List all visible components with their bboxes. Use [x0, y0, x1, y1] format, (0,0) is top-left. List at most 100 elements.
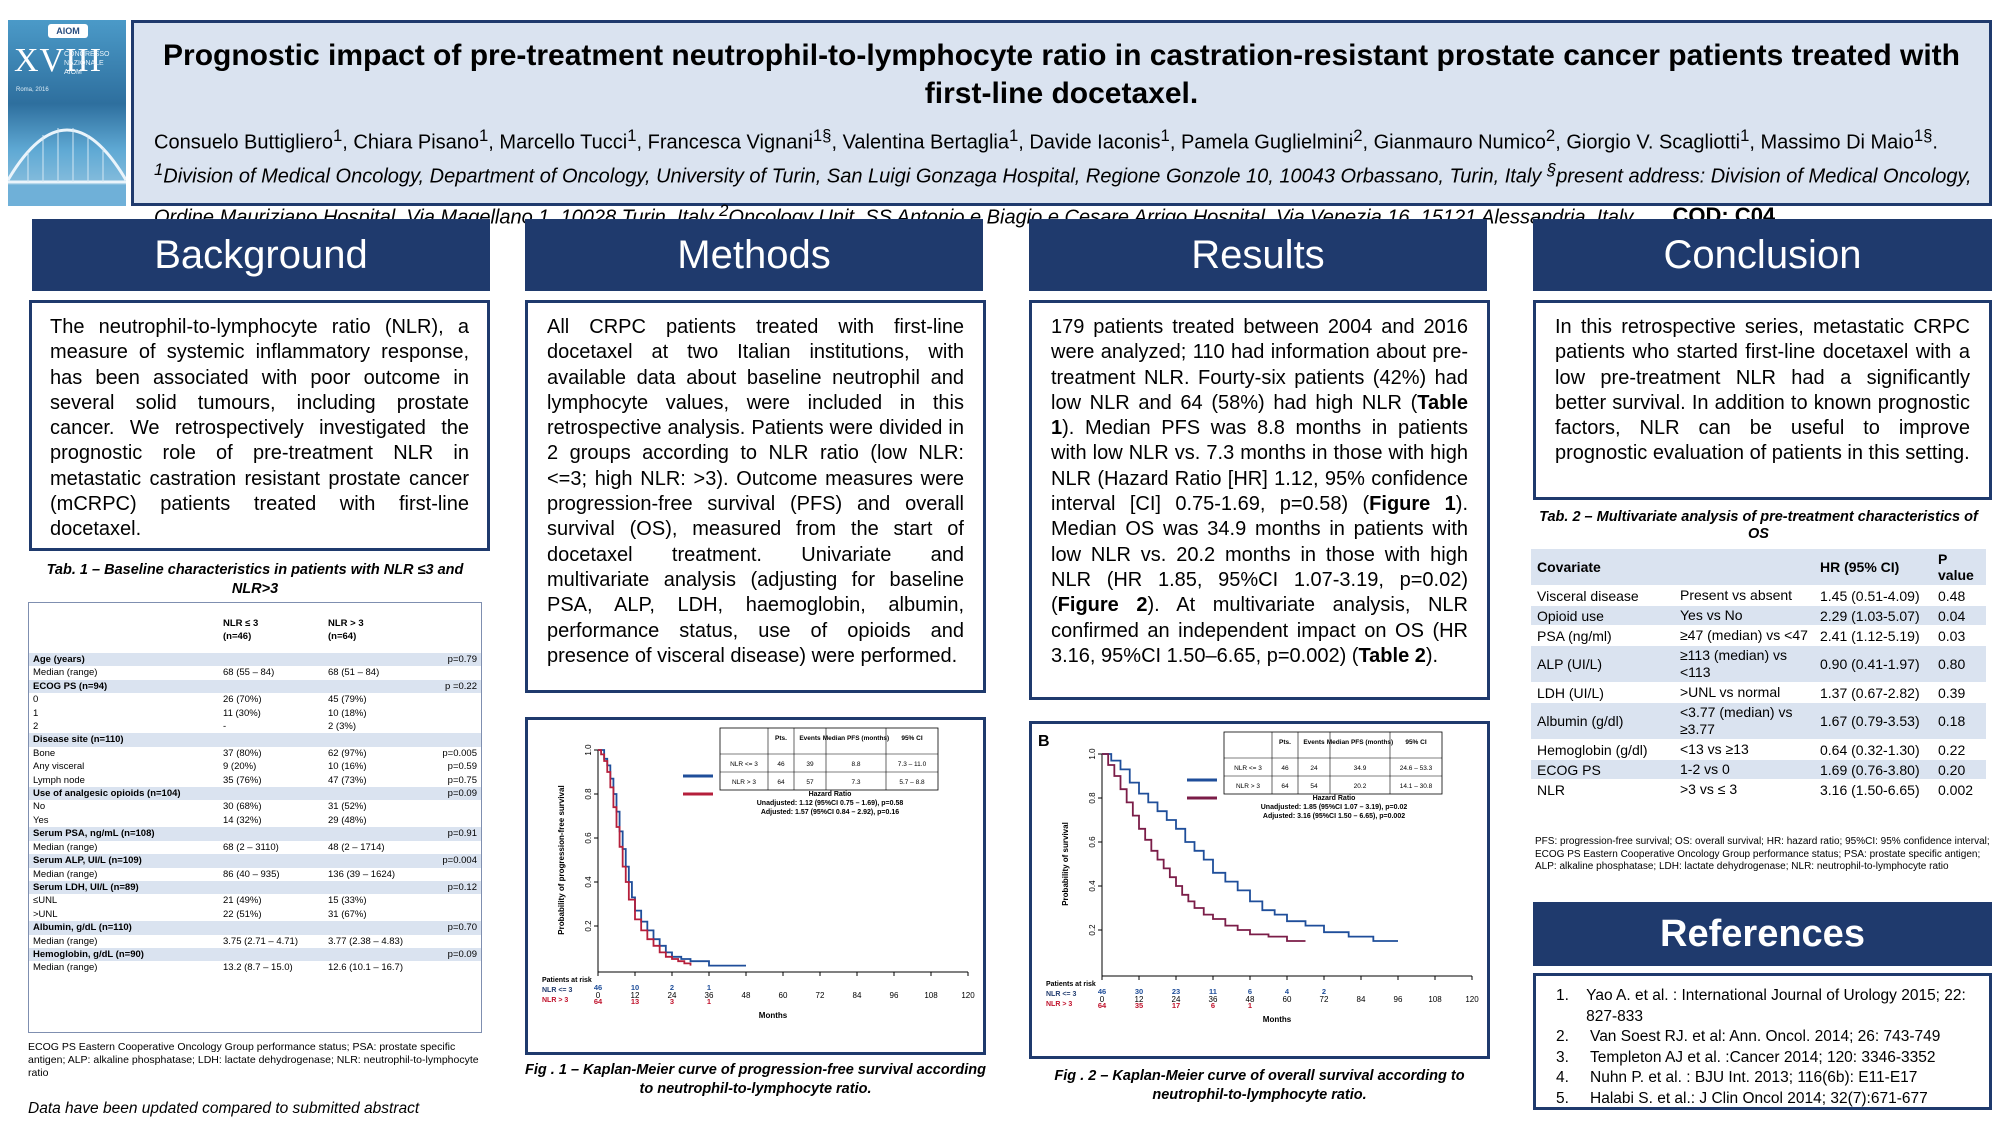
summary-table-header: Events	[799, 735, 821, 742]
table1-cell: ECOG PS (n=94)	[29, 679, 219, 694]
summary-table-cell: 46	[777, 761, 785, 768]
summary-table-frame	[719, 727, 939, 791]
table1-row: Bone 37 (80%) 62 (97%) p=0.005	[29, 747, 481, 760]
table1-cell: 15 (33%)	[328, 895, 367, 907]
results-text-part: ).	[1425, 644, 1439, 667]
summary-table-cell: NLR > 3	[732, 779, 756, 786]
reference-text: Nuhn P. et al. : BJU Int. 2013; 116(6b):…	[1590, 1069, 1918, 1086]
table2-cell: 2.41 (1.12-5.19)	[1814, 625, 1932, 646]
reference-item: 5. Halabi S. et al.: J Clin Oncol 2014; 3…	[1556, 1089, 1977, 1110]
table1-row: Any visceral 9 (20%) 10 (16%) p=0.59	[29, 760, 481, 773]
reference-list: 1. Yao A. et al. : International Journal …	[1556, 986, 1977, 1109]
km-curve-high-nlr	[598, 749, 692, 966]
table1-cell	[324, 947, 424, 962]
summary-table-header: Events	[1303, 739, 1325, 746]
table1-cell: 68 (55 – 84)	[223, 667, 275, 679]
table1-cell: 31 (67%)	[328, 908, 367, 920]
table1-cell: Any visceral	[33, 761, 85, 773]
table1-row: Median (range) 68 (55 – 84) 68 (51 – 84)	[29, 666, 481, 679]
author-affiliation-sup: 1	[1160, 126, 1170, 145]
at-risk-high-value: 64	[594, 997, 603, 1006]
reference-item: 4. Nuhn P. et al. : BJU Int. 2013; 116(6b…	[1556, 1068, 1977, 1089]
congress-cover-image: AIOM XVIII CONGRESSO NAZIONALE AIOM Roma…	[8, 20, 126, 206]
km-curve-low-nlr	[598, 749, 746, 967]
at-risk-high-value: 3	[670, 997, 674, 1006]
table1-row: Median (range) 86 (40 – 935) 136 (39 – 162…	[29, 868, 481, 881]
author-affiliation-sup: 2	[1353, 126, 1363, 145]
table1-reference: Table 1	[1051, 391, 1468, 440]
bridge-illustration	[8, 128, 126, 206]
summary-table-cell: 7.3	[851, 779, 860, 786]
table1-cell: 31 (52%)	[328, 801, 367, 813]
table1-cell: >UNL	[33, 908, 58, 920]
background-text: The neutrophil-to-lymphocyte ratio (NLR)…	[50, 316, 469, 541]
table2-cell: 0.80	[1932, 645, 1986, 683]
table1-cell	[424, 868, 481, 881]
table2-cell: Hemoglobin (g/dl)	[1531, 739, 1674, 760]
table1-cell: p=0.09	[424, 787, 481, 801]
author-name: Massimo Di Maio	[1760, 131, 1914, 154]
x-tick-label: 24	[1172, 995, 1181, 1004]
table1-group-row: Albumin, g/dL (n=110) p=0.70	[29, 921, 481, 935]
x-tick-label: 72	[816, 991, 825, 1000]
table2-row: Visceral disease Present vs absent 1.45 (0…	[1531, 585, 1986, 606]
summary-table-cell: 7.3 – 11.0	[898, 761, 927, 768]
table1-cell: p=0.75	[447, 774, 477, 786]
at-risk-low-value: 4	[1285, 987, 1290, 996]
reference-item: 1. Yao A. et al. : International Journal …	[1556, 986, 1977, 1027]
data-updated-note: Data have been updated compared to submi…	[28, 1100, 420, 1117]
table1-cell: p=0.59	[447, 761, 477, 773]
author-affiliation-sup: 1§	[1913, 126, 1933, 145]
table1-cell: 10 (16%)	[328, 761, 367, 773]
reference-text: Yao A. et al. : International Journal of…	[1586, 987, 1966, 1025]
table2-row: PSA (ng/ml) ≥47 (median) vs <47 2.41 (1.12…	[1531, 625, 1986, 646]
table2-header-cell	[1674, 549, 1814, 586]
table2-reference: Table 2	[1358, 644, 1426, 667]
table1-cell	[324, 653, 424, 667]
table1-cell: 2	[33, 721, 39, 733]
summary-table-header: 95% CI	[901, 735, 923, 742]
table2-cell: Present vs absent	[1674, 585, 1814, 606]
y-tick-label: 0.8	[584, 788, 593, 800]
figure2-frame: B 0.2 0.4 0.6 0.8 1.0 0 12 24 36 48 60 72 84 96 108 120 P…	[1029, 721, 1490, 1059]
hazard-ratio-unadjusted: Unadjusted: 1.85 (95%CI 1.07 – 3.19), p=…	[1261, 804, 1408, 811]
table1-group-row: Disease site (n=110)	[29, 733, 481, 747]
table1-row: Median (range) 68 (2 – 3110) 48 (2 – 1714)	[29, 841, 481, 854]
table1-cell: 12.6 (10.1 – 16.7)	[328, 962, 403, 974]
author-name: Gianmauro Numico	[1373, 131, 1546, 154]
table2-cell: >UNL vs normal	[1674, 682, 1814, 703]
x-tick-label: 120	[961, 991, 975, 1000]
table1-cell: Median (range)	[33, 841, 98, 853]
author-affiliation-sup: 1§	[812, 126, 832, 145]
table1-caption: Tab. 1 – Baseline characteristics in pat…	[46, 562, 464, 597]
table2-cell: Visceral disease	[1531, 585, 1674, 606]
cover-congress-lines: CONGRESSO NAZIONALE AIOM	[64, 50, 110, 77]
table2-cell: ≥113 (median) vs <113	[1674, 645, 1814, 683]
table1-cell: 1	[33, 707, 39, 719]
table1-group-row: Hemoglobin, g/dL (n=90) p=0.09	[29, 947, 481, 962]
table2-cell: PSA (ng/ml)	[1531, 625, 1674, 646]
at-risk-high-value: 6	[1211, 1001, 1215, 1010]
table1-cell: 37 (80%)	[223, 747, 262, 759]
table2-cell: 0.18	[1932, 702, 1986, 740]
table1-cell	[219, 880, 324, 895]
table1-group-row: Use of analgesic opioids (n=104) p=0.09	[29, 787, 481, 801]
y-axis-label: Probability of progression-free survival	[557, 785, 566, 934]
reference-text: Halabi S. et al.: J Clin Oncol 2014; 32(…	[1590, 1089, 1928, 1107]
hazard-ratio-title: Hazard Ratio	[1313, 795, 1356, 802]
x-tick-label: 36	[1209, 995, 1218, 1004]
at-risk-high-value: 13	[631, 997, 639, 1006]
author-name: Davide Iaconis	[1029, 131, 1161, 154]
table2-row: ALP (UI/L) ≥113 (median) vs <113 0.90 (0.4…	[1531, 645, 1986, 683]
table1-cell: p=0.004	[424, 854, 481, 868]
x-tick-label: 12	[631, 991, 640, 1000]
y-tick-label: 1.0	[1088, 748, 1097, 760]
table1-cell	[424, 720, 481, 733]
poster-header: Prognostic impact of pre-treatment neutr…	[131, 20, 1992, 228]
table1-row: ≤UNL 21 (49%) 15 (33%)	[29, 894, 481, 907]
table1-cell: Bone	[33, 747, 56, 759]
at-risk-high-label: NLR > 3	[542, 997, 568, 1004]
table1-cell	[324, 827, 424, 841]
summary-table-cell: NLR <= 3	[1234, 765, 1262, 772]
author-name: Pamela Guglielmini	[1180, 131, 1354, 154]
